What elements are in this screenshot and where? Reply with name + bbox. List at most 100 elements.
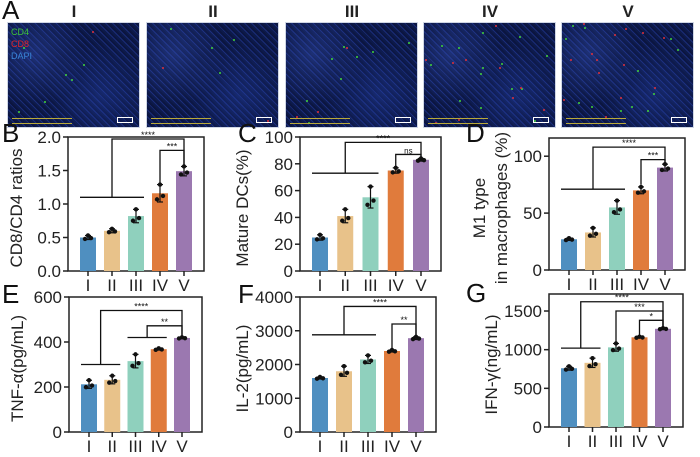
x-tick-label: V	[410, 437, 422, 456]
bar-III	[362, 197, 379, 271]
data-point	[368, 358, 374, 363]
significance-bracket	[391, 323, 417, 349]
cd4-signal	[458, 99, 461, 102]
image-metadata	[428, 118, 488, 124]
bar-I	[81, 384, 97, 432]
y-tick-label: 0	[533, 418, 542, 437]
data-point	[133, 207, 139, 212]
data-point	[136, 360, 141, 366]
y-tick-label: 1.5	[37, 162, 61, 181]
x-tick-label: III	[363, 276, 377, 295]
group-label-4: IV	[481, 2, 499, 21]
cd8-signal	[498, 67, 501, 70]
data-point	[641, 189, 647, 194]
data-point	[314, 237, 320, 242]
y-tick-label: 50	[523, 204, 542, 223]
scale-bar	[117, 117, 133, 123]
data-point	[610, 347, 616, 353]
x-tick-label: II	[339, 437, 348, 456]
cd8-signal	[613, 33, 616, 36]
y-tick-label: 2.0	[37, 128, 61, 147]
y-tick-label: 0.0	[37, 262, 61, 281]
panel-letter-a: A	[2, 0, 20, 25]
x-tick-label: III	[128, 437, 142, 456]
cd4-signal	[307, 121, 310, 124]
cd4-signal	[83, 64, 86, 67]
y-tick-label: 1500	[504, 302, 542, 321]
significance-label: ****	[373, 297, 388, 307]
significance-label: ****	[141, 130, 156, 140]
x-tick-label: III	[361, 437, 375, 456]
significance-bracket	[615, 310, 664, 342]
y-tick-label: 200	[34, 378, 62, 397]
bar-V	[413, 159, 429, 271]
cd4-signal	[481, 32, 484, 35]
cd8-signal	[623, 64, 626, 67]
cd4-signal	[646, 109, 649, 112]
data-point	[663, 326, 669, 332]
fluorescence-image-2	[146, 22, 279, 128]
y-tick-label: 2000	[255, 356, 293, 375]
bar-IV	[387, 170, 404, 271]
y-tick-label: 0	[284, 423, 293, 442]
y-tick-label: 0	[533, 261, 542, 280]
cd4-signal	[218, 71, 221, 74]
data-point	[566, 364, 572, 369]
data-point	[416, 336, 422, 341]
bar-IV	[631, 337, 648, 427]
group-label-2: II	[208, 2, 218, 21]
bar-III	[609, 207, 625, 270]
cd4-signal	[511, 87, 514, 90]
data-point	[590, 355, 595, 361]
x-tick-label: I	[567, 432, 572, 451]
cd4-signal	[22, 47, 25, 50]
cd4-signal	[481, 66, 484, 69]
cd4-signal	[331, 58, 334, 60]
data-point	[340, 218, 345, 223]
cd4-signal	[430, 64, 433, 67]
data-point	[154, 197, 160, 202]
significance-bracket	[638, 319, 664, 336]
bar-III	[608, 347, 624, 427]
data-point	[178, 172, 184, 177]
significance-label: ****	[134, 302, 149, 312]
x-tick-label: I	[318, 276, 323, 295]
cd8-signal	[267, 119, 270, 122]
bar-IV	[152, 193, 168, 271]
cd4-signal	[233, 38, 235, 41]
bar-V	[655, 328, 671, 427]
data-point	[593, 231, 599, 237]
cd8-signal	[316, 111, 319, 114]
data-point	[106, 230, 112, 235]
significance-bracket	[640, 158, 666, 185]
image-metadata	[290, 118, 350, 124]
cd4-signal	[356, 56, 359, 59]
bar-I	[561, 368, 577, 427]
image-metadata	[566, 118, 626, 124]
cd4-signal	[521, 88, 524, 91]
cd4-signal	[565, 38, 568, 41]
significance-bracket	[343, 305, 417, 336]
panel-letter: G	[466, 278, 486, 308]
significance-label: *	[649, 311, 653, 321]
cd8-signal	[605, 116, 608, 119]
data-point	[338, 372, 344, 377]
bar-I	[80, 237, 96, 271]
y-axis-label: TNF-α(pg/mL)	[8, 315, 27, 422]
y-tick-label: 0.5	[37, 229, 61, 248]
cd8-signal	[563, 98, 566, 101]
scale-bar	[671, 117, 687, 123]
significance-bracket	[395, 153, 422, 167]
data-point	[638, 184, 644, 190]
data-point	[133, 352, 138, 357]
data-point	[365, 202, 370, 208]
data-point	[344, 370, 350, 375]
data-point	[396, 169, 401, 174]
y-axis-label-line2: in macrophages (%)	[492, 132, 511, 284]
legend-cd4: CD4	[11, 27, 30, 37]
x-tick-label: I	[86, 276, 91, 295]
data-point	[569, 237, 575, 242]
data-point	[665, 166, 671, 171]
data-point	[362, 360, 368, 365]
legend-cd8: CD8	[11, 39, 30, 49]
